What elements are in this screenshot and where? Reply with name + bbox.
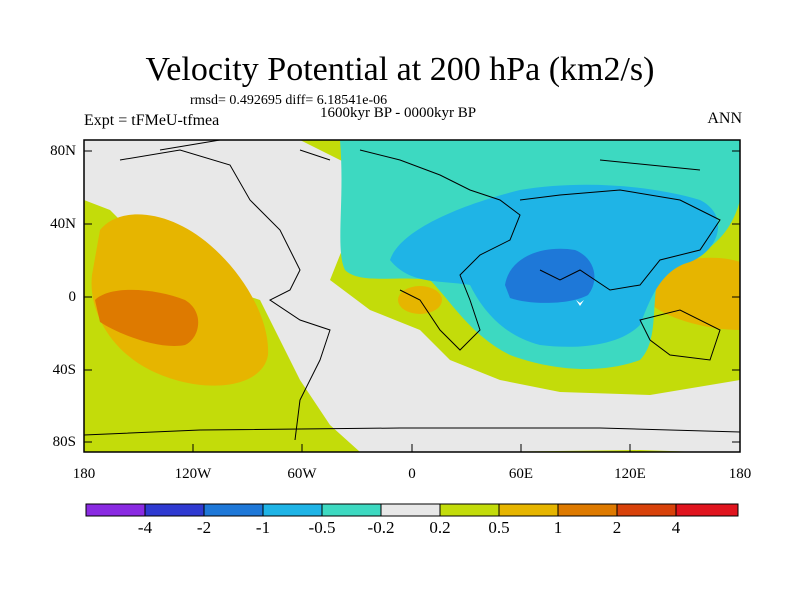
lat-label-40n: 40N — [50, 216, 76, 232]
colorbar-box-11 — [675, 503, 739, 517]
lon-label-120e: 120E — [614, 466, 646, 482]
lon-label-180w: 180 — [72, 466, 96, 482]
colorbar-box-4 — [262, 503, 323, 517]
colorbar-box-5 — [321, 503, 382, 517]
lon-label-60e: 60E — [508, 466, 534, 482]
colorbar-label-1: -4 — [137, 518, 153, 537]
colorbar-box-3 — [203, 503, 264, 517]
colorbar-label-5: -0.2 — [367, 518, 395, 537]
colorbar-box-7 — [439, 503, 500, 517]
period-label: 1600kyr BP - 0000kyr BP — [320, 105, 477, 121]
lat-label-80s: 80S — [52, 434, 76, 450]
colorbar-label-9: 2 — [612, 518, 622, 537]
colorbar-box-9 — [557, 503, 618, 517]
pacific-strong-region — [95, 289, 199, 346]
neutral-region — [84, 140, 740, 452]
colorbar-box-10 — [616, 503, 677, 517]
colorbar-box-2 — [144, 503, 205, 517]
colorbar-label-10: 4 — [671, 518, 681, 537]
neg-strong-region — [505, 248, 595, 303]
map-title: Velocity Potential at 200 hPa (km2/s) — [145, 51, 655, 88]
colorbar — [85, 503, 739, 517]
colorbar-box-1 — [85, 503, 146, 517]
axis-ticks — [83, 150, 741, 452]
experiment-label: Expt = tFMeU-tfmea — [84, 112, 220, 129]
lon-label-0: 0 — [408, 466, 416, 482]
island-marker — [576, 300, 584, 306]
colorbar-box-8 — [498, 503, 559, 517]
colorbar-label-7: 0.5 — [488, 518, 510, 537]
colorbar-label-4: -0.5 — [308, 518, 336, 537]
lat-label-80n: 80N — [50, 143, 76, 159]
lat-label-0: 0 — [68, 289, 77, 305]
colorbar-label-8: 1 — [553, 518, 563, 537]
lon-label-180e: 180 — [728, 466, 752, 482]
coastlines — [84, 140, 740, 441]
colorbar-label-3: -1 — [255, 518, 271, 537]
lon-label-60w: 60W — [287, 466, 317, 482]
colorbar-label-6: 0.2 — [429, 518, 451, 537]
colorbar-label-2: -2 — [196, 518, 212, 537]
stats-line: rmsd= 0.492695 diff= 6.18541e-06 — [190, 93, 388, 108]
season-label: ANN — [707, 110, 742, 127]
lat-label-40s: 40S — [52, 362, 76, 378]
colorbar-box-6 — [380, 503, 441, 517]
contour-field — [84, 140, 740, 452]
lon-label-120w: 120W — [174, 466, 212, 482]
